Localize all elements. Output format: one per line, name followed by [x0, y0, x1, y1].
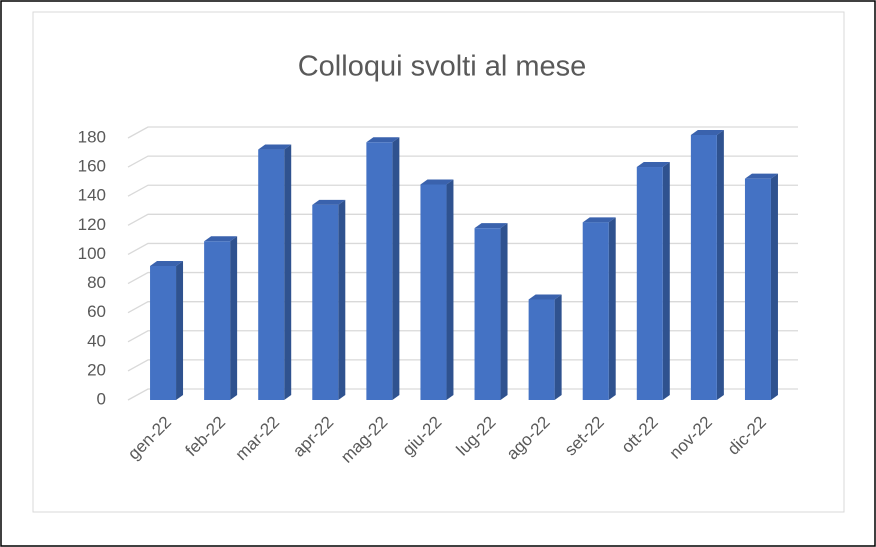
grid-line — [127, 388, 798, 401]
grid-line — [127, 330, 798, 343]
grid-line — [127, 271, 798, 285]
bar-side — [446, 179, 454, 400]
bar-top — [690, 130, 724, 135]
bar-side — [770, 173, 778, 400]
bar-side — [662, 162, 670, 400]
bar-top — [312, 199, 346, 205]
grid-line — [127, 213, 798, 226]
bar-top — [258, 144, 292, 150]
bar-side — [716, 130, 724, 400]
bar-top — [366, 137, 400, 143]
y-tick-label: 100 — [78, 244, 106, 263]
y-tick-label: 0 — [97, 389, 106, 408]
chart-title: Colloqui svolti al mese — [298, 51, 587, 83]
bar-top — [636, 162, 670, 168]
grid-line — [127, 126, 798, 139]
bar-side — [392, 137, 400, 400]
y-tick-label: 120 — [78, 215, 106, 234]
bar — [150, 266, 177, 400]
bar — [258, 149, 285, 400]
bar — [312, 204, 339, 400]
bar-side — [608, 217, 616, 400]
y-tick-label: 160 — [78, 157, 106, 176]
bar — [744, 178, 771, 400]
bar-side — [176, 261, 184, 400]
bar-side — [554, 294, 562, 400]
bar — [690, 135, 717, 400]
bar-top — [474, 223, 508, 229]
y-tick-label: 80 — [87, 273, 106, 292]
y-tick-label: 180 — [78, 127, 106, 146]
bar — [528, 299, 555, 400]
bar-side — [500, 223, 508, 400]
bar-top — [150, 261, 184, 266]
bar-side — [338, 199, 346, 400]
bar — [636, 167, 663, 400]
bar — [474, 228, 501, 400]
y-tick-label: 20 — [87, 360, 106, 379]
bar-side — [230, 236, 238, 400]
bar — [366, 142, 393, 400]
grid-line — [127, 242, 798, 256]
grid-line — [127, 301, 798, 314]
bar-top — [528, 294, 562, 300]
bar-top — [204, 236, 238, 242]
bar-side — [284, 144, 292, 400]
bar-top — [420, 179, 454, 185]
grid-line — [127, 184, 798, 197]
bar — [582, 222, 609, 400]
grid-line — [127, 359, 798, 372]
bar — [420, 184, 447, 400]
bar-top — [744, 173, 778, 179]
y-tick-label: 40 — [87, 331, 106, 350]
y-tick-label: 140 — [78, 186, 106, 205]
grid-line — [127, 155, 798, 168]
bar — [204, 241, 231, 400]
y-tick-label: 60 — [87, 302, 106, 321]
bar-top — [582, 217, 616, 223]
